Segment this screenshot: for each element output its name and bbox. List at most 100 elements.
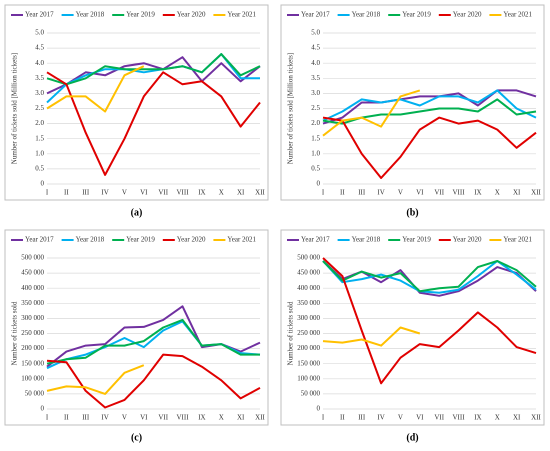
y-tick-label: 1.0 [311,149,320,157]
y-tick-label: 1.5 [35,134,44,142]
y-tick-label: 500 000 [21,254,44,262]
y-tick-label: 400 000 [21,284,44,292]
y-tick-label: 1.5 [311,134,320,142]
y-axis-label: Number of tickets sold [Million tickets] [11,53,19,164]
x-tick-label: VI [416,414,424,422]
x-tick-label: X [219,414,224,422]
x-tick-label: I [322,189,325,197]
legend-label: Year 2020 [177,236,206,244]
x-tick-label: II [64,189,69,197]
y-tick-label: 250 000 [297,329,320,337]
x-tick-label: III [82,189,90,197]
y-tick-label: 150 000 [21,359,44,367]
series-line [322,260,537,293]
panel-caption: (c) [131,432,142,443]
y-tick-label: 4.5 [311,44,320,52]
x-tick-label: VIII [453,414,466,422]
x-tick-label: XI [237,189,245,197]
series-line [46,53,261,86]
x-tick-label: XII [531,414,541,422]
x-tick-label: XI [513,189,521,197]
x-tick-label: V [398,414,403,422]
x-tick-label: VIII [177,414,190,422]
y-tick-label: 0 [317,180,321,188]
y-tick-label: 1.0 [35,149,44,157]
x-tick-label: XII [255,189,265,197]
x-tick-label: IV [377,189,384,197]
x-tick-label: V [122,414,127,422]
x-tick-label: VI [416,189,424,197]
y-tick-label: 400 000 [297,284,320,292]
legend-label: Year 2017 [25,236,54,244]
x-tick-label: VIII [177,189,190,197]
y-tick-label: 500 000 [297,254,320,262]
x-tick-label: XII [255,414,265,422]
x-tick-label: XI [513,414,521,422]
x-tick-label: IX [474,414,481,422]
y-tick-label: 300 000 [297,314,320,322]
legend-label: Year 2018 [76,236,105,244]
y-tick-label: 3.0 [311,89,320,97]
x-tick-label: IX [474,189,481,197]
series-line [322,89,537,122]
y-tick-label: 4.5 [35,44,44,52]
legend-label: Year 2018 [352,236,381,244]
y-tick-label: 3.5 [35,74,44,82]
x-tick-label: X [495,189,500,197]
series-line [46,364,145,395]
panel-frame [4,4,269,201]
y-tick-label: 2.0 [311,119,320,127]
legend-label: Year 2021 [227,236,256,244]
y-tick-label: 2.0 [35,119,44,127]
y-tick-label: 350 000 [21,299,44,307]
y-tick-label: 0.5 [311,165,320,173]
x-tick-label: II [64,414,69,422]
x-tick-label: I [46,189,49,197]
legend-label: Year 2018 [352,11,381,19]
legend-label: Year 2019 [126,236,155,244]
y-tick-label: 2.5 [311,104,320,112]
x-tick-label: XI [237,414,245,422]
y-tick-label: 3.0 [35,89,44,97]
y-tick-label: 200 000 [21,344,44,352]
x-tick-label: I [322,414,325,422]
x-tick-label: X [495,414,500,422]
legend-label: Year 2017 [301,236,330,244]
y-tick-label: 300 000 [21,314,44,322]
y-tick-label: 100 000 [21,374,44,382]
legend-label: Year 2018 [76,11,105,19]
y-tick-label: 0 [41,180,45,188]
y-tick-label: 0 [317,405,321,413]
y-tick-label: 4.0 [311,59,320,67]
y-tick-label: 150 000 [297,359,320,367]
legend-label: Year 2019 [402,11,431,19]
y-tick-label: 5.0 [35,29,44,37]
x-tick-label: VII [158,189,168,197]
x-tick-label: III [358,414,366,422]
series-line [46,318,260,365]
legend-label: Year 2021 [503,11,532,19]
x-tick-label: X [219,189,224,197]
y-tick-label: 250 000 [21,329,44,337]
series-line [322,89,421,137]
y-tick-label: 4.0 [35,59,44,67]
legend-label: Year 2020 [453,11,482,19]
series-line [46,56,261,95]
legend-label: Year 2020 [177,11,206,19]
legend-label: Year 2019 [402,236,431,244]
legend-label: Year 2017 [25,11,54,19]
x-tick-label: III [358,189,366,197]
x-tick-label: VI [140,189,148,197]
y-axis-label: Number of tickets sold [Million tickets] [287,53,295,164]
x-tick-label: V [122,189,127,197]
panel-frame [280,229,545,426]
x-tick-label: III [82,414,90,422]
legend-label: Year 2021 [503,236,532,244]
y-tick-label: 100 000 [297,374,320,382]
panel-caption: (a) [131,207,143,218]
y-axis-label: Number of tickets sold [287,301,295,365]
y-tick-label: 0.5 [35,165,44,173]
y-tick-label: 5.0 [311,29,320,37]
x-tick-label: V [398,189,403,197]
